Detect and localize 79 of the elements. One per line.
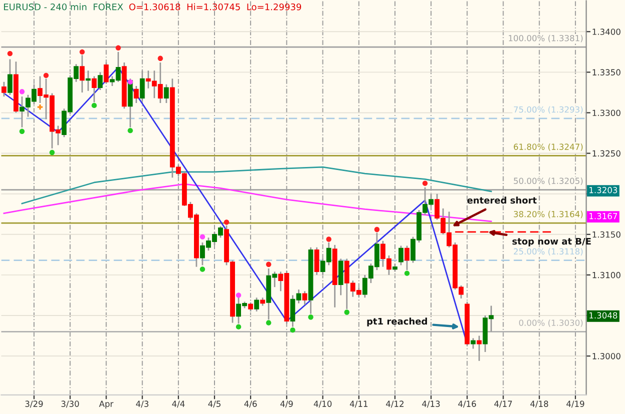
candlestick [98, 72, 103, 91]
candlestick [470, 337, 476, 350]
candlestick [134, 85, 139, 104]
x-tick-label: 3/30 [61, 400, 79, 408]
point [236, 292, 242, 298]
point [200, 266, 206, 272]
ref-line-label: 75.00% (1.3293) [514, 106, 583, 114]
x-tick-label: 4/4 [172, 400, 185, 408]
point [224, 220, 230, 225]
x-tick-label: 4/16 [458, 400, 476, 408]
candlestick [338, 258, 344, 296]
point [92, 102, 97, 108]
annotation: pt1 reached [367, 318, 427, 326]
y-tick-label: 1.3100 [592, 272, 620, 278]
x-tick-label: 4/13 [422, 400, 440, 408]
point [19, 128, 25, 134]
point [158, 56, 163, 62]
point [116, 45, 121, 50]
x-tick-label: 3/29 [25, 400, 43, 408]
ref-line-label: 25.00% (1.3118) [514, 248, 583, 256]
candlestick [302, 290, 308, 306]
ref-line-label: 38.20% (1.3164) [514, 210, 583, 218]
ref-line-label: 0.00% (1.3030) [519, 319, 583, 327]
ref-line-label: 61.80% (1.3247) [514, 144, 583, 151]
annotation: entered short [467, 196, 537, 204]
point [236, 324, 242, 330]
point [344, 310, 350, 315]
x-tick-label: 4/12 [386, 400, 404, 408]
candlestick [2, 81, 6, 98]
point [266, 262, 272, 267]
candlestick [92, 76, 97, 103]
point [266, 320, 272, 326]
x-tick-label: 4/9 [280, 400, 293, 408]
point [128, 128, 133, 134]
text: 1.3048 [590, 312, 618, 319]
annotation: stop now at B/E [512, 238, 591, 246]
point [422, 180, 428, 186]
candlestick [314, 246, 320, 276]
y-tick-label: 1.3000 [592, 353, 620, 360]
y-tick-label: 1.3150 [592, 231, 620, 238]
candlestick [8, 58, 12, 96]
point [374, 226, 380, 232]
candlestick [476, 335, 482, 362]
x-tick-label: 4/6 [244, 400, 257, 408]
text: 1.3203 [590, 186, 618, 194]
y-tick-label: 1.3400 [592, 28, 620, 35]
point [200, 234, 206, 240]
candlestick [404, 245, 410, 271]
y-tick-label: 1.3300 [592, 110, 620, 116]
text: 1.3167 [590, 212, 618, 220]
point [326, 236, 332, 242]
candlestick [254, 296, 260, 312]
ref-line-label: 100.00% (1.3381) [508, 34, 583, 42]
x-tick-label: 4/5 [208, 400, 220, 408]
x-tick-label: 4/11 [350, 400, 368, 408]
y-tick-label: 1.3250 [592, 150, 620, 157]
point [37, 104, 43, 110]
x-tick-label: 4/17 [494, 400, 512, 408]
point [128, 79, 133, 85]
point [308, 314, 314, 320]
candlestick [164, 84, 169, 104]
point [19, 89, 25, 94]
chart-subtitle: O=1.30618 Hi=1.30745 Lo=1.29939 [129, 3, 302, 10]
point [290, 327, 296, 333]
point [7, 50, 13, 56]
chart-title: EURUSD - 240 min FOREX [4, 3, 124, 10]
point [49, 150, 55, 156]
x-tick-label: 4/10 [314, 400, 332, 408]
point [80, 49, 85, 55]
y-tick-label: 1.3350 [592, 69, 620, 76]
point [404, 270, 410, 276]
ref-line-label: 50.00% (1.3205) [514, 178, 583, 185]
x-tick-label: 4/3 [136, 400, 148, 408]
x-tick-label: 4/19 [566, 400, 584, 408]
x-tick-label: Apr [99, 400, 114, 409]
point [43, 72, 49, 78]
candlestick [86, 70, 91, 92]
candlestick [398, 245, 404, 266]
x-tick-label: 4/18 [530, 400, 548, 408]
